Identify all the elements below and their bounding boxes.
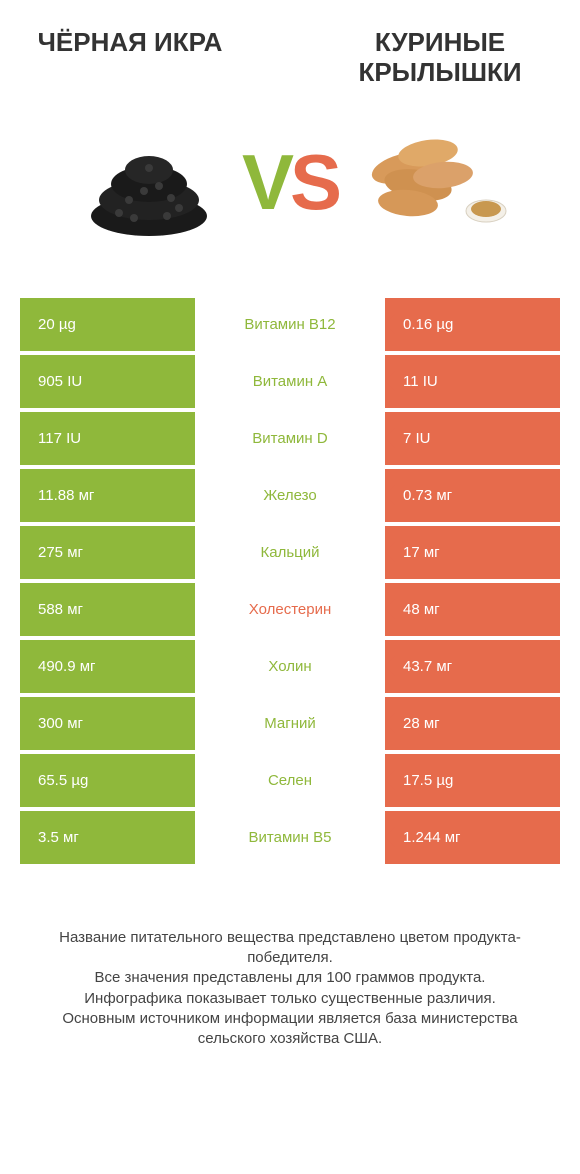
table-row: 11.88 мгЖелезо0.73 мг [20, 469, 560, 522]
arrow-left-icon [185, 827, 195, 847]
header: ЧЁРНАЯ ИКРА КУРИНЫЕ КРЫЛЫШКИ [0, 0, 580, 98]
right-product-title: КУРИНЫЕ КРЫЛЫШКИ [330, 28, 550, 88]
arrow-right-icon [385, 713, 395, 733]
nutrient-name-cell: Холестерин [195, 583, 385, 636]
footer-line: Название питательного вещества представл… [30, 928, 550, 969]
arrow-left-icon [185, 314, 195, 334]
left-value-cell: 588 мг [20, 583, 195, 636]
arrow-left-icon [185, 770, 195, 790]
left-value-cell: 3.5 мг [20, 811, 195, 864]
table-row: 275 мгКальций17 мг [20, 526, 560, 579]
vs-v: V [242, 138, 290, 226]
arrow-right-icon [385, 485, 395, 505]
arrow-left-icon [185, 371, 195, 391]
table-row: 20 µgВитамин B120.16 µg [20, 298, 560, 351]
nutrient-name-cell: Магний [195, 697, 385, 750]
footer-line: Основным источником информации является … [30, 1009, 550, 1050]
left-value-cell: 117 IU [20, 412, 195, 465]
arrow-left-icon [185, 485, 195, 505]
arrow-right-icon [385, 542, 395, 562]
nutrient-name-cell: Холин [195, 640, 385, 693]
left-value-cell: 20 µg [20, 298, 195, 351]
vs-label: VS [242, 137, 338, 228]
right-value-cell: 11 IU [385, 355, 560, 408]
arrow-right-icon [385, 770, 395, 790]
left-product-image [67, 118, 232, 248]
table-row: 300 мгМагний28 мг [20, 697, 560, 750]
arrow-left-icon [185, 428, 195, 448]
arrow-left-icon [185, 599, 195, 619]
left-value-cell: 275 мг [20, 526, 195, 579]
right-value-cell: 0.16 µg [385, 298, 560, 351]
nutrient-name-cell: Кальций [195, 526, 385, 579]
footer-line: Инфографика показывает только существенн… [30, 989, 550, 1009]
right-value-cell: 7 IU [385, 412, 560, 465]
left-value-cell: 11.88 мг [20, 469, 195, 522]
table-row: 588 мгХолестерин48 мг [20, 583, 560, 636]
right-value-cell: 43.7 мг [385, 640, 560, 693]
arrow-right-icon [385, 428, 395, 448]
nutrient-name-cell: Витамин A [195, 355, 385, 408]
arrow-left-icon [185, 656, 195, 676]
right-value-cell: 28 мг [385, 697, 560, 750]
arrow-right-icon [385, 314, 395, 334]
right-value-cell: 48 мг [385, 583, 560, 636]
arrow-right-icon [385, 656, 395, 676]
footer-note: Название питательного вещества представл… [0, 868, 580, 1050]
right-value-cell: 0.73 мг [385, 469, 560, 522]
table-row: 117 IUВитамин D7 IU [20, 412, 560, 465]
left-value-cell: 905 IU [20, 355, 195, 408]
arrow-right-icon [385, 827, 395, 847]
right-product-image [348, 118, 513, 248]
right-value-cell: 1.244 мг [385, 811, 560, 864]
right-value-cell: 17.5 µg [385, 754, 560, 807]
nutrient-name-cell: Витамин B12 [195, 298, 385, 351]
nutrient-name-cell: Железо [195, 469, 385, 522]
arrow-right-icon [385, 599, 395, 619]
left-value-cell: 65.5 µg [20, 754, 195, 807]
nutrient-name-cell: Селен [195, 754, 385, 807]
nutrient-name-cell: Витамин B5 [195, 811, 385, 864]
comparison-table: 20 µgВитамин B120.16 µg905 IUВитамин A11… [0, 298, 580, 864]
nutrient-name-cell: Витамин D [195, 412, 385, 465]
left-value-cell: 300 мг [20, 697, 195, 750]
arrow-right-icon [385, 371, 395, 391]
arrow-left-icon [185, 713, 195, 733]
right-value-cell: 17 мг [385, 526, 560, 579]
table-row: 65.5 µgСелен17.5 µg [20, 754, 560, 807]
left-product-title: ЧЁРНАЯ ИКРА [30, 28, 230, 88]
vs-s: S [290, 138, 338, 226]
table-row: 905 IUВитамин A11 IU [20, 355, 560, 408]
footer-line: Все значения представлены для 100 граммо… [30, 968, 550, 988]
arrow-left-icon [185, 542, 195, 562]
left-value-cell: 490.9 мг [20, 640, 195, 693]
table-row: 490.9 мгХолин43.7 мг [20, 640, 560, 693]
vs-row: VS [0, 98, 580, 298]
table-row: 3.5 мгВитамин B51.244 мг [20, 811, 560, 864]
